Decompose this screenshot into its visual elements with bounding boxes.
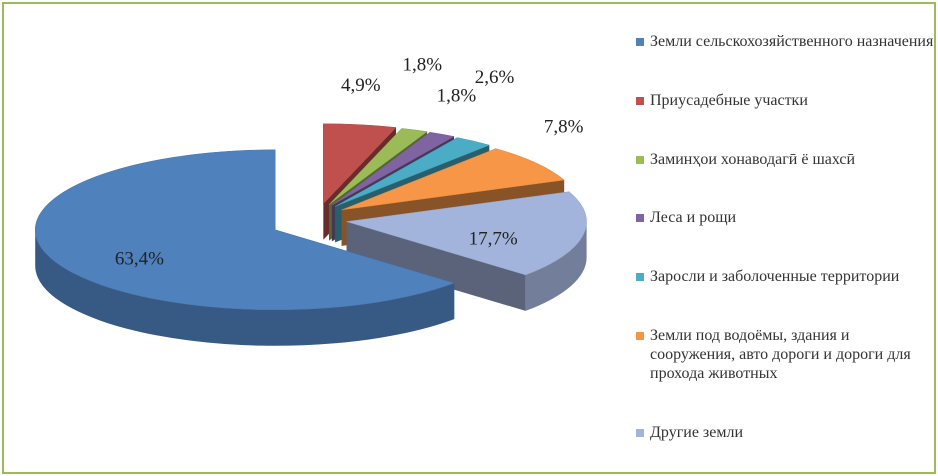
- legend-label: Заминҳои хонаводагӣ ё шахсӣ: [650, 150, 856, 168]
- legend-swatch: [636, 38, 644, 46]
- slice: [323, 123, 397, 205]
- legend-label: Заросли и заболоченные территории: [650, 268, 900, 286]
- legend-item: Другие земли: [636, 423, 936, 442]
- slice: [341, 148, 565, 211]
- legend-label: Земли под водоёмы, здания и сооружения, …: [650, 327, 911, 383]
- legend-label: Другие земли: [650, 423, 744, 441]
- legend-label: Приусадебные участки: [650, 91, 808, 109]
- slice-edge: [346, 221, 526, 311]
- legend-item: Заросли и заболоченные территории: [636, 267, 936, 286]
- legend-item: Земли под водоёмы, здания и сооружения, …: [636, 326, 936, 383]
- legend-swatch: [636, 155, 644, 164]
- legend-swatch: [636, 332, 644, 341]
- data-label: 2,6%: [475, 67, 515, 88]
- legend-label: Леса и рощи: [650, 209, 737, 227]
- data-label: 1,8%: [437, 86, 477, 107]
- slice: [328, 128, 428, 205]
- legend: Земли сельскохозяйственного назначения Пр…: [636, 32, 936, 442]
- slice-side: [525, 221, 587, 311]
- data-label: 17,7%: [469, 229, 518, 250]
- legend-item: Заминҳои хонаводагӣ ё шахсӣ: [636, 150, 936, 169]
- legend-item: Земли сельскохозяйственного назначения: [636, 32, 936, 51]
- legend-item: Леса и рощи: [636, 208, 936, 227]
- slice: [331, 132, 455, 206]
- legend-swatch: [636, 96, 644, 105]
- slice: [335, 137, 491, 207]
- data-label: 1,8%: [402, 55, 442, 76]
- legend-label: Земли сельскохозяйственного назначения: [650, 33, 934, 50]
- legend-swatch: [636, 273, 644, 282]
- data-label: 63,4%: [115, 248, 164, 269]
- data-label: 7,8%: [544, 117, 584, 138]
- legend-swatch: [636, 428, 644, 437]
- slice: [346, 191, 587, 276]
- slice: [35, 149, 455, 311]
- slice-side: [35, 229, 455, 346]
- legend-item: Приусадебные участки: [636, 91, 936, 110]
- data-label: 4,9%: [341, 75, 381, 96]
- pie-chart: 63,4%4,9%1,8%1,8%2,6%7,8%17,7%: [35, 55, 587, 346]
- legend-swatch: [636, 214, 644, 223]
